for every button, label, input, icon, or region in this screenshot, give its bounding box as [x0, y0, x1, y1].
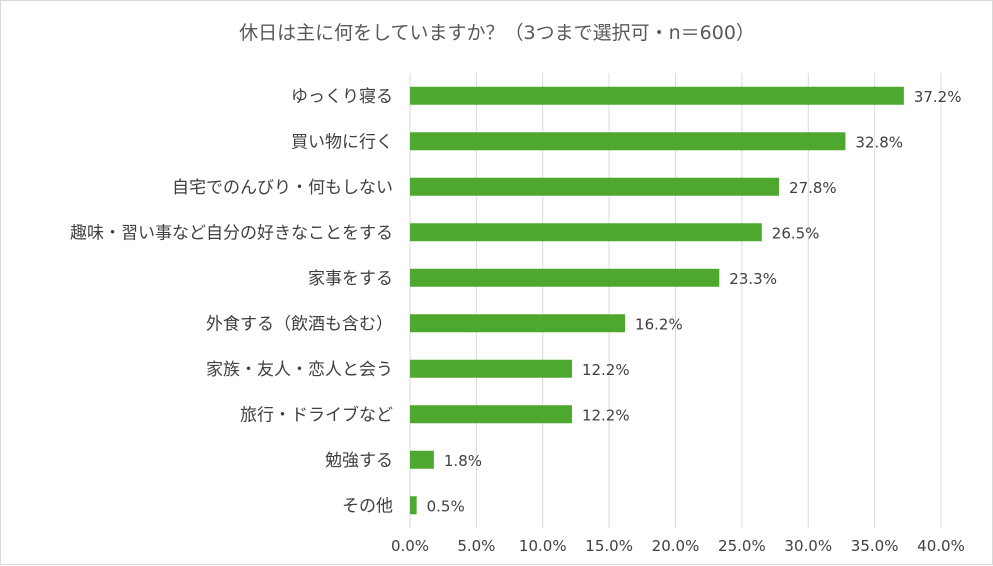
x-tick-label: 30.0%	[784, 537, 832, 555]
category-label: 勉強する	[325, 451, 393, 471]
bar	[410, 223, 762, 242]
bar	[410, 405, 572, 424]
bar	[410, 314, 626, 333]
data-label: 1.8%	[444, 452, 482, 470]
bar	[410, 496, 417, 515]
x-tick-label: 5.0%	[457, 537, 495, 555]
x-tick-label: 25.0%	[718, 537, 766, 555]
bar	[410, 86, 904, 105]
category-label: その他	[342, 496, 393, 516]
x-tick-label: 10.0%	[519, 537, 567, 555]
category-labels: ゆっくり寝る買い物に行く自宅でのんびり・何もしない趣味・習い事など自分の好きなこ…	[70, 86, 393, 517]
category-label: 買い物に行く	[291, 132, 393, 152]
data-label: 23.3%	[729, 270, 777, 288]
category-label: 自宅でのんびり・何もしない	[172, 178, 393, 198]
bar	[410, 359, 572, 378]
data-label: 12.2%	[582, 406, 630, 424]
bar	[410, 132, 846, 151]
x-axis-tick-labels: 0.0% 5.0% 10.0% 15.0% 20.0% 25.0% 30.0% 35.0% 40…	[391, 537, 965, 555]
bar	[410, 177, 780, 196]
x-tick-label: 40.0%	[917, 537, 965, 555]
bar	[410, 268, 720, 287]
bar	[410, 450, 434, 469]
x-tick-label: 35.0%	[851, 537, 899, 555]
category-label: 旅行・ドライブなど	[240, 404, 393, 425]
chart-title: 休日は主に何をしていますか？（3つまで選択可・n＝600）	[239, 22, 755, 44]
data-label: 12.2%	[582, 361, 630, 379]
data-label: 26.5%	[772, 224, 820, 242]
data-label: 37.2%	[914, 88, 962, 106]
data-label: 27.8%	[789, 179, 837, 197]
x-tick-label: 20.0%	[652, 537, 700, 555]
x-tick-label: 0.0%	[391, 537, 429, 555]
category-label: 家族・友人・恋人と会う	[206, 359, 393, 380]
bars	[410, 86, 904, 515]
category-label: ゆっくり寝る	[291, 86, 393, 107]
category-label: 家事をする	[308, 269, 393, 289]
data-label: 32.8%	[855, 133, 903, 151]
value-labels: 37.2% 32.8% 27.8% 26.5% 23.3% 16.2% 12.2% 12.2%…	[427, 88, 962, 516]
data-label: 0.5%	[427, 497, 465, 515]
x-tick-label: 15.0%	[585, 537, 633, 555]
data-label: 16.2%	[635, 315, 683, 333]
category-label: 外食する（飲酒も含む）	[206, 314, 393, 334]
category-label: 趣味・習い事など自分の好きなことをする	[70, 223, 393, 243]
